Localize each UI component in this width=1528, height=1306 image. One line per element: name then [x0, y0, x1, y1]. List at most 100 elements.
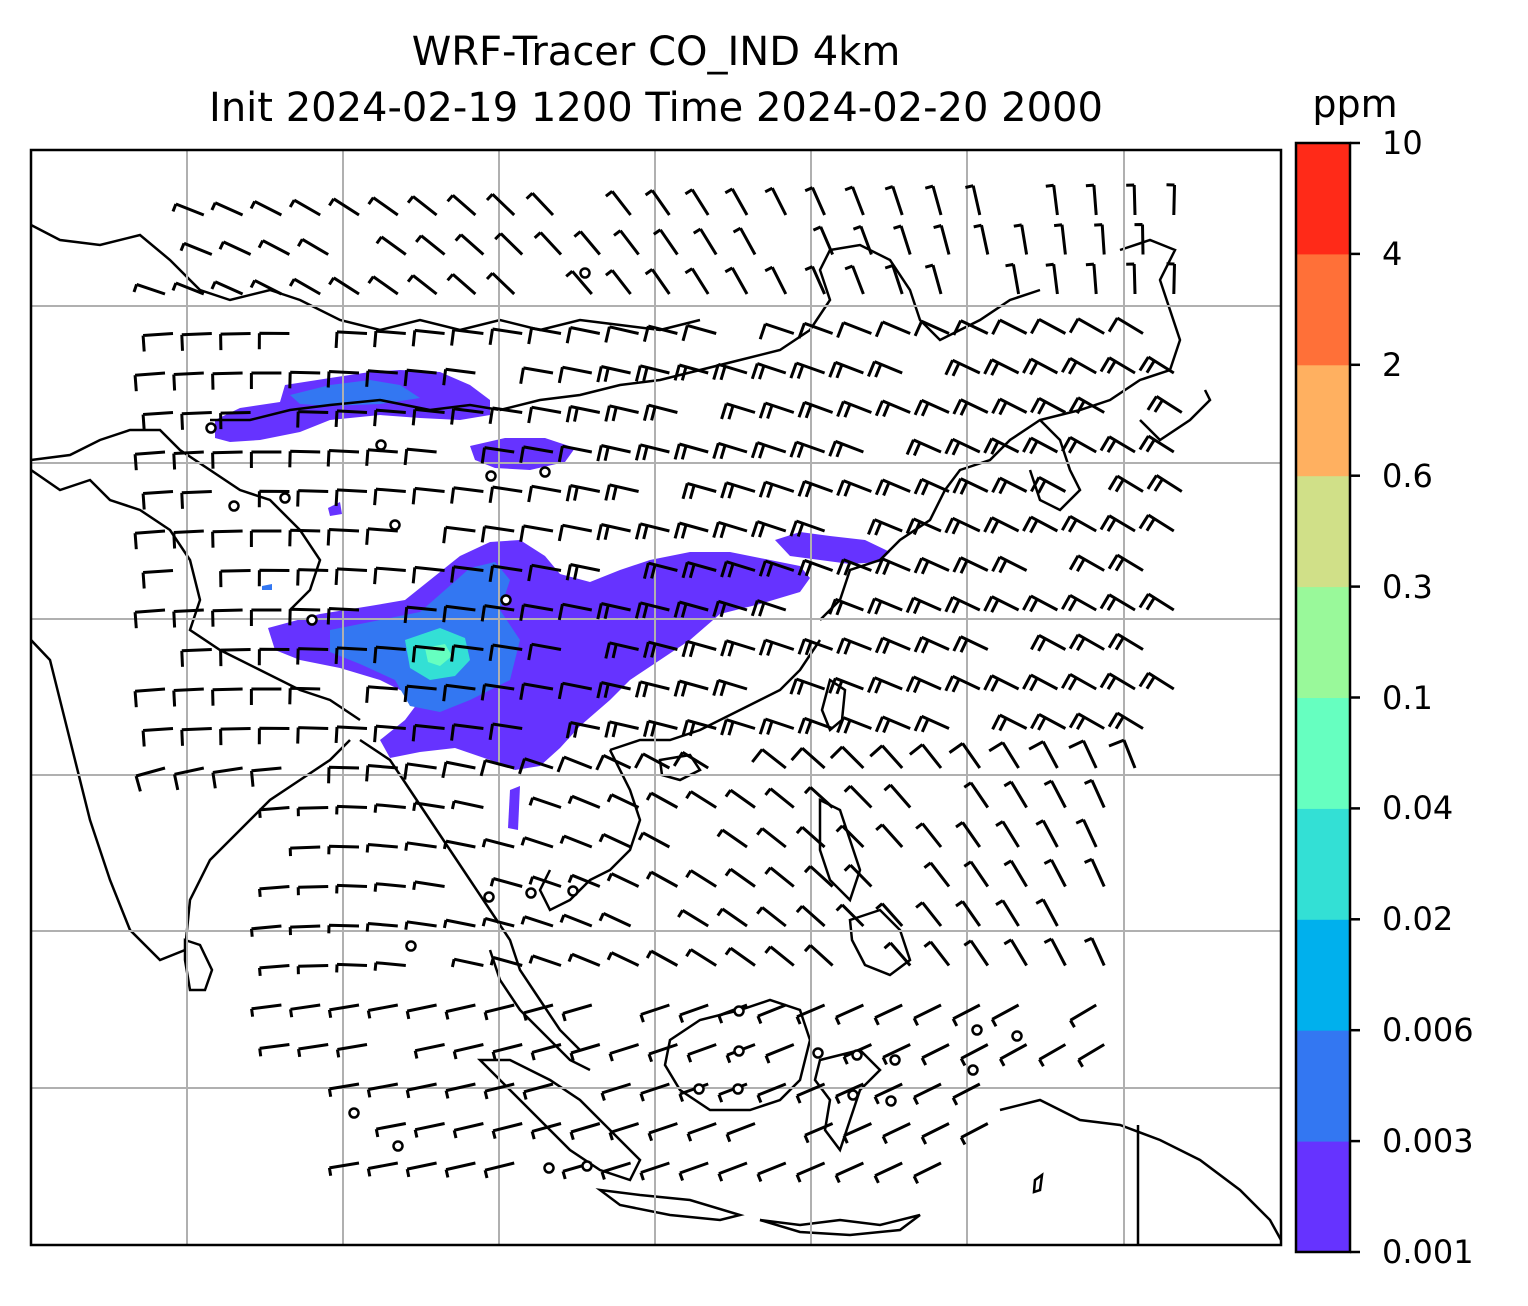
wind-barb — [1126, 183, 1137, 216]
wind-barb — [444, 1161, 476, 1178]
wind-calm-circle — [228, 500, 240, 512]
wind-barb — [795, 904, 826, 928]
wind-barb — [557, 365, 593, 384]
colorbar-tick-label: 10 — [1382, 124, 1423, 162]
wind-barb — [1083, 778, 1106, 809]
wind-barb — [756, 827, 787, 849]
wind-barb — [411, 407, 445, 426]
wind-barb — [296, 964, 329, 975]
wind-barb — [720, 402, 756, 420]
wind-barb — [634, 364, 670, 382]
wind-barb — [795, 1003, 826, 1025]
coast-sumatra — [476, 1058, 642, 1182]
chart-title-line1: WRF-Tracer CO_IND 4km — [411, 29, 901, 75]
wind-calm-markers — [205, 267, 1023, 1174]
wind-barb — [613, 229, 640, 256]
wind-barb — [288, 686, 321, 705]
wind-barb — [1083, 936, 1106, 967]
wind-barb — [758, 559, 795, 577]
wind-barb — [180, 727, 212, 746]
wind-barb — [454, 233, 485, 256]
wind-calm-circle — [812, 1047, 824, 1059]
wind-barb — [334, 725, 368, 743]
wind-barb — [1085, 262, 1098, 295]
wind-barb — [172, 608, 204, 628]
wind-barb — [844, 185, 865, 216]
wind-barb — [442, 683, 476, 702]
wind-barb — [1043, 937, 1067, 967]
wind-barb — [604, 483, 639, 501]
wind-barb — [600, 1082, 632, 1101]
wind-barb — [724, 946, 756, 967]
wind-barb — [296, 568, 329, 586]
wind-calm-circle — [485, 470, 497, 482]
wind-barb — [944, 674, 981, 693]
coast-new-guinea — [999, 1098, 1281, 1241]
wind-barb — [834, 1161, 865, 1184]
colorbar-segment-8 — [1296, 253, 1350, 366]
wind-barb — [373, 408, 406, 427]
wind-barb — [756, 906, 787, 928]
wind-barb — [173, 766, 205, 791]
wind-barb — [219, 411, 251, 430]
wind-calm-circle — [733, 1045, 745, 1057]
wind-barb — [991, 555, 1028, 574]
wind-barb — [1003, 859, 1028, 888]
wind-barb — [1060, 435, 1097, 454]
wind-barb — [527, 563, 562, 582]
wind-barb — [479, 758, 515, 777]
wind-barb — [647, 1043, 678, 1063]
wind-barb — [600, 1161, 632, 1180]
wind-barb — [481, 916, 515, 928]
wind-barb — [843, 864, 873, 888]
wind-barb — [483, 1082, 515, 1100]
wind-barb — [171, 202, 205, 217]
wind-barb — [519, 445, 554, 463]
wind-calm-circle — [693, 1083, 705, 1095]
wind-barb — [480, 683, 515, 701]
wind-barb — [717, 1161, 748, 1182]
wind-barb — [883, 941, 912, 967]
wind-barb — [684, 267, 710, 295]
wind-barb — [844, 264, 865, 295]
wind-barb — [373, 724, 406, 743]
map-frame — [29, 148, 1283, 1247]
wind-barb — [141, 569, 174, 589]
wind-barb — [141, 490, 174, 510]
wind-barb — [634, 601, 670, 619]
wind-barb — [652, 228, 679, 256]
wind-barb — [1166, 183, 1176, 216]
wind-barb — [403, 762, 437, 780]
wind-barb — [604, 404, 639, 422]
wind-barb — [913, 398, 950, 417]
wind-barb — [991, 476, 1028, 495]
wind-barb — [172, 450, 204, 470]
wind-barb — [489, 877, 523, 888]
wind-calm-circle — [971, 1024, 983, 1036]
wind-barb — [288, 277, 321, 296]
colorbar-tick-label: 0.6 — [1382, 456, 1433, 495]
wind-barb — [645, 949, 679, 967]
wind-barb — [720, 481, 756, 499]
wind-barb — [758, 401, 795, 419]
wind-barb — [411, 723, 445, 742]
wind-barb — [920, 1122, 950, 1145]
wind-barb — [257, 647, 290, 666]
wind-barb — [1013, 223, 1029, 255]
wind-barb — [335, 1043, 368, 1058]
wind-barb — [450, 957, 484, 968]
wind-calm-circle — [967, 1064, 979, 1076]
wind-barb — [983, 674, 1020, 692]
wind-barb — [210, 201, 244, 217]
wind-barb — [488, 643, 523, 662]
wind-barb — [681, 560, 717, 579]
wind-barb — [365, 764, 398, 782]
wind-calm-circle — [733, 1005, 745, 1017]
wind-barb — [450, 723, 484, 741]
plume-small-3 — [508, 786, 520, 830]
wind-barb — [991, 397, 1028, 416]
wind-barb — [1003, 938, 1028, 967]
wind-barb — [764, 787, 795, 809]
wind-barb — [952, 477, 989, 495]
wind-barb — [1043, 779, 1067, 809]
